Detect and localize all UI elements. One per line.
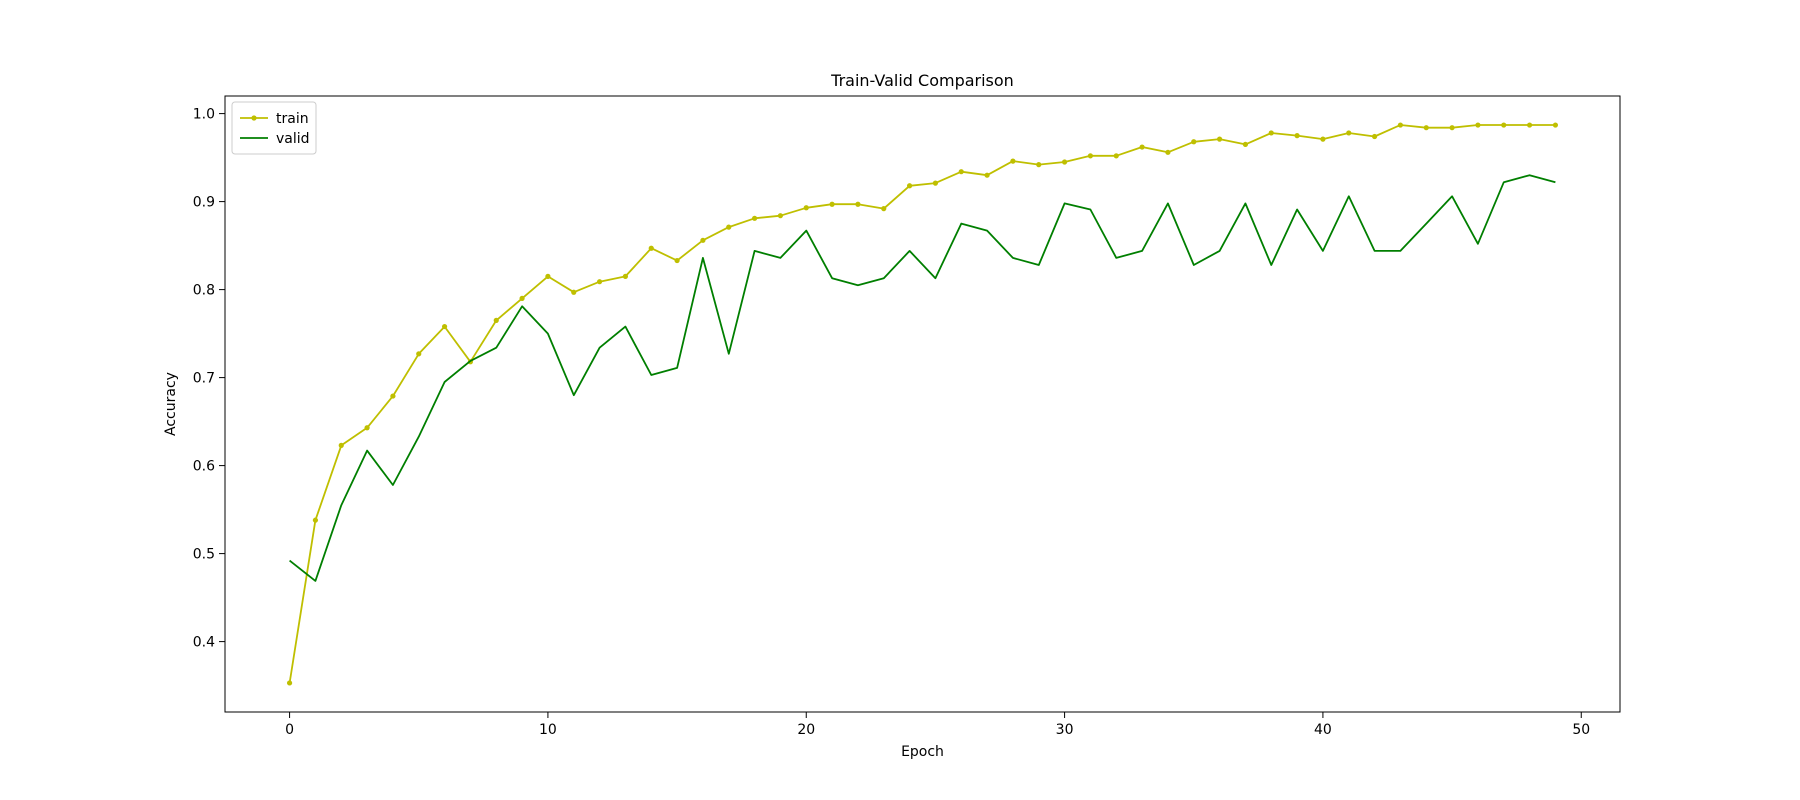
data-point-train — [726, 224, 732, 230]
data-point-train — [1268, 130, 1274, 136]
x-tick-label: 0 — [285, 722, 294, 738]
data-point-train — [648, 245, 654, 251]
data-point-train — [1113, 153, 1119, 159]
data-point-train — [1061, 159, 1068, 165]
data-point-train — [441, 323, 448, 330]
data-point-train — [1320, 136, 1326, 142]
y-tick-label: 1.0 — [193, 107, 215, 123]
data-point-train — [596, 279, 603, 285]
data-point-train — [390, 393, 396, 399]
plot-frame — [224, 95, 1621, 713]
x-tick-label: 50 — [1572, 722, 1590, 738]
data-point-train — [984, 172, 990, 178]
y-tick-label: 0.5 — [193, 547, 215, 563]
data-point-train — [1139, 144, 1145, 150]
data-point-train — [312, 517, 319, 523]
series-layer — [286, 122, 1559, 686]
data-point-train — [777, 213, 784, 219]
data-point-train — [493, 317, 499, 323]
data-point-train — [519, 295, 525, 301]
data-point-train — [1475, 122, 1481, 128]
x-axis-label: Epoch — [901, 744, 944, 760]
data-point-train — [286, 680, 293, 686]
data-point-train — [1216, 136, 1223, 142]
data-point-train — [855, 201, 861, 207]
data-point-train — [571, 289, 577, 295]
data-point-train — [1346, 130, 1352, 136]
data-point-train — [1191, 139, 1197, 145]
x-tick-label: 20 — [797, 722, 815, 738]
legend-marker-train — [251, 115, 257, 121]
data-point-train — [1501, 122, 1507, 128]
data-point-train — [1165, 149, 1171, 155]
x-tick-label: 40 — [1314, 722, 1332, 738]
data-point-train — [958, 169, 964, 175]
data-point-train — [416, 351, 422, 357]
y-tick-label: 0.4 — [193, 635, 215, 651]
series-line-valid — [289, 174, 1556, 582]
data-point-train — [906, 183, 913, 189]
data-point-train — [1449, 125, 1455, 131]
y-tick-label: 0.8 — [193, 283, 215, 299]
data-point-train — [700, 237, 706, 243]
data-point-train — [932, 180, 939, 186]
data-point-train — [1087, 153, 1094, 159]
data-point-train — [338, 442, 344, 448]
y-axis: 0.4 0.5 0.6 0.7 0.8 0.9 1.0 — [193, 107, 225, 651]
data-point-train — [751, 215, 758, 221]
legend: train valid — [231, 101, 317, 155]
data-point-train — [1010, 158, 1016, 164]
y-tick-label: 0.6 — [193, 459, 215, 475]
data-point-train — [1036, 162, 1042, 168]
data-point-train — [674, 257, 680, 264]
data-point-train — [1526, 122, 1533, 128]
data-point-train — [881, 206, 887, 212]
legend-label-train: train — [276, 111, 309, 127]
data-point-train — [1242, 141, 1249, 147]
y-axis-label: Accuracy — [163, 372, 179, 436]
y-tick-label: 0.9 — [193, 195, 215, 211]
data-point-train — [829, 201, 835, 207]
x-tick-label: 30 — [1056, 722, 1074, 738]
data-point-train — [803, 205, 809, 211]
chart-title: Train-Valid Comparison — [830, 71, 1014, 90]
x-tick-label: 10 — [539, 722, 557, 738]
legend-label-valid: valid — [276, 131, 310, 147]
data-point-train — [1371, 133, 1378, 140]
data-point-train — [1397, 122, 1404, 128]
series-line-train — [288, 124, 1556, 684]
data-point-train — [1552, 122, 1559, 128]
data-point-train — [1423, 125, 1429, 131]
x-axis: 0 10 20 30 40 50 — [285, 712, 1590, 738]
data-point-train — [1294, 133, 1300, 139]
data-point-train — [545, 273, 551, 279]
legend-box — [231, 101, 317, 155]
y-tick-label: 0.7 — [193, 371, 215, 387]
data-point-train — [622, 273, 629, 279]
data-point-train — [364, 425, 370, 431]
